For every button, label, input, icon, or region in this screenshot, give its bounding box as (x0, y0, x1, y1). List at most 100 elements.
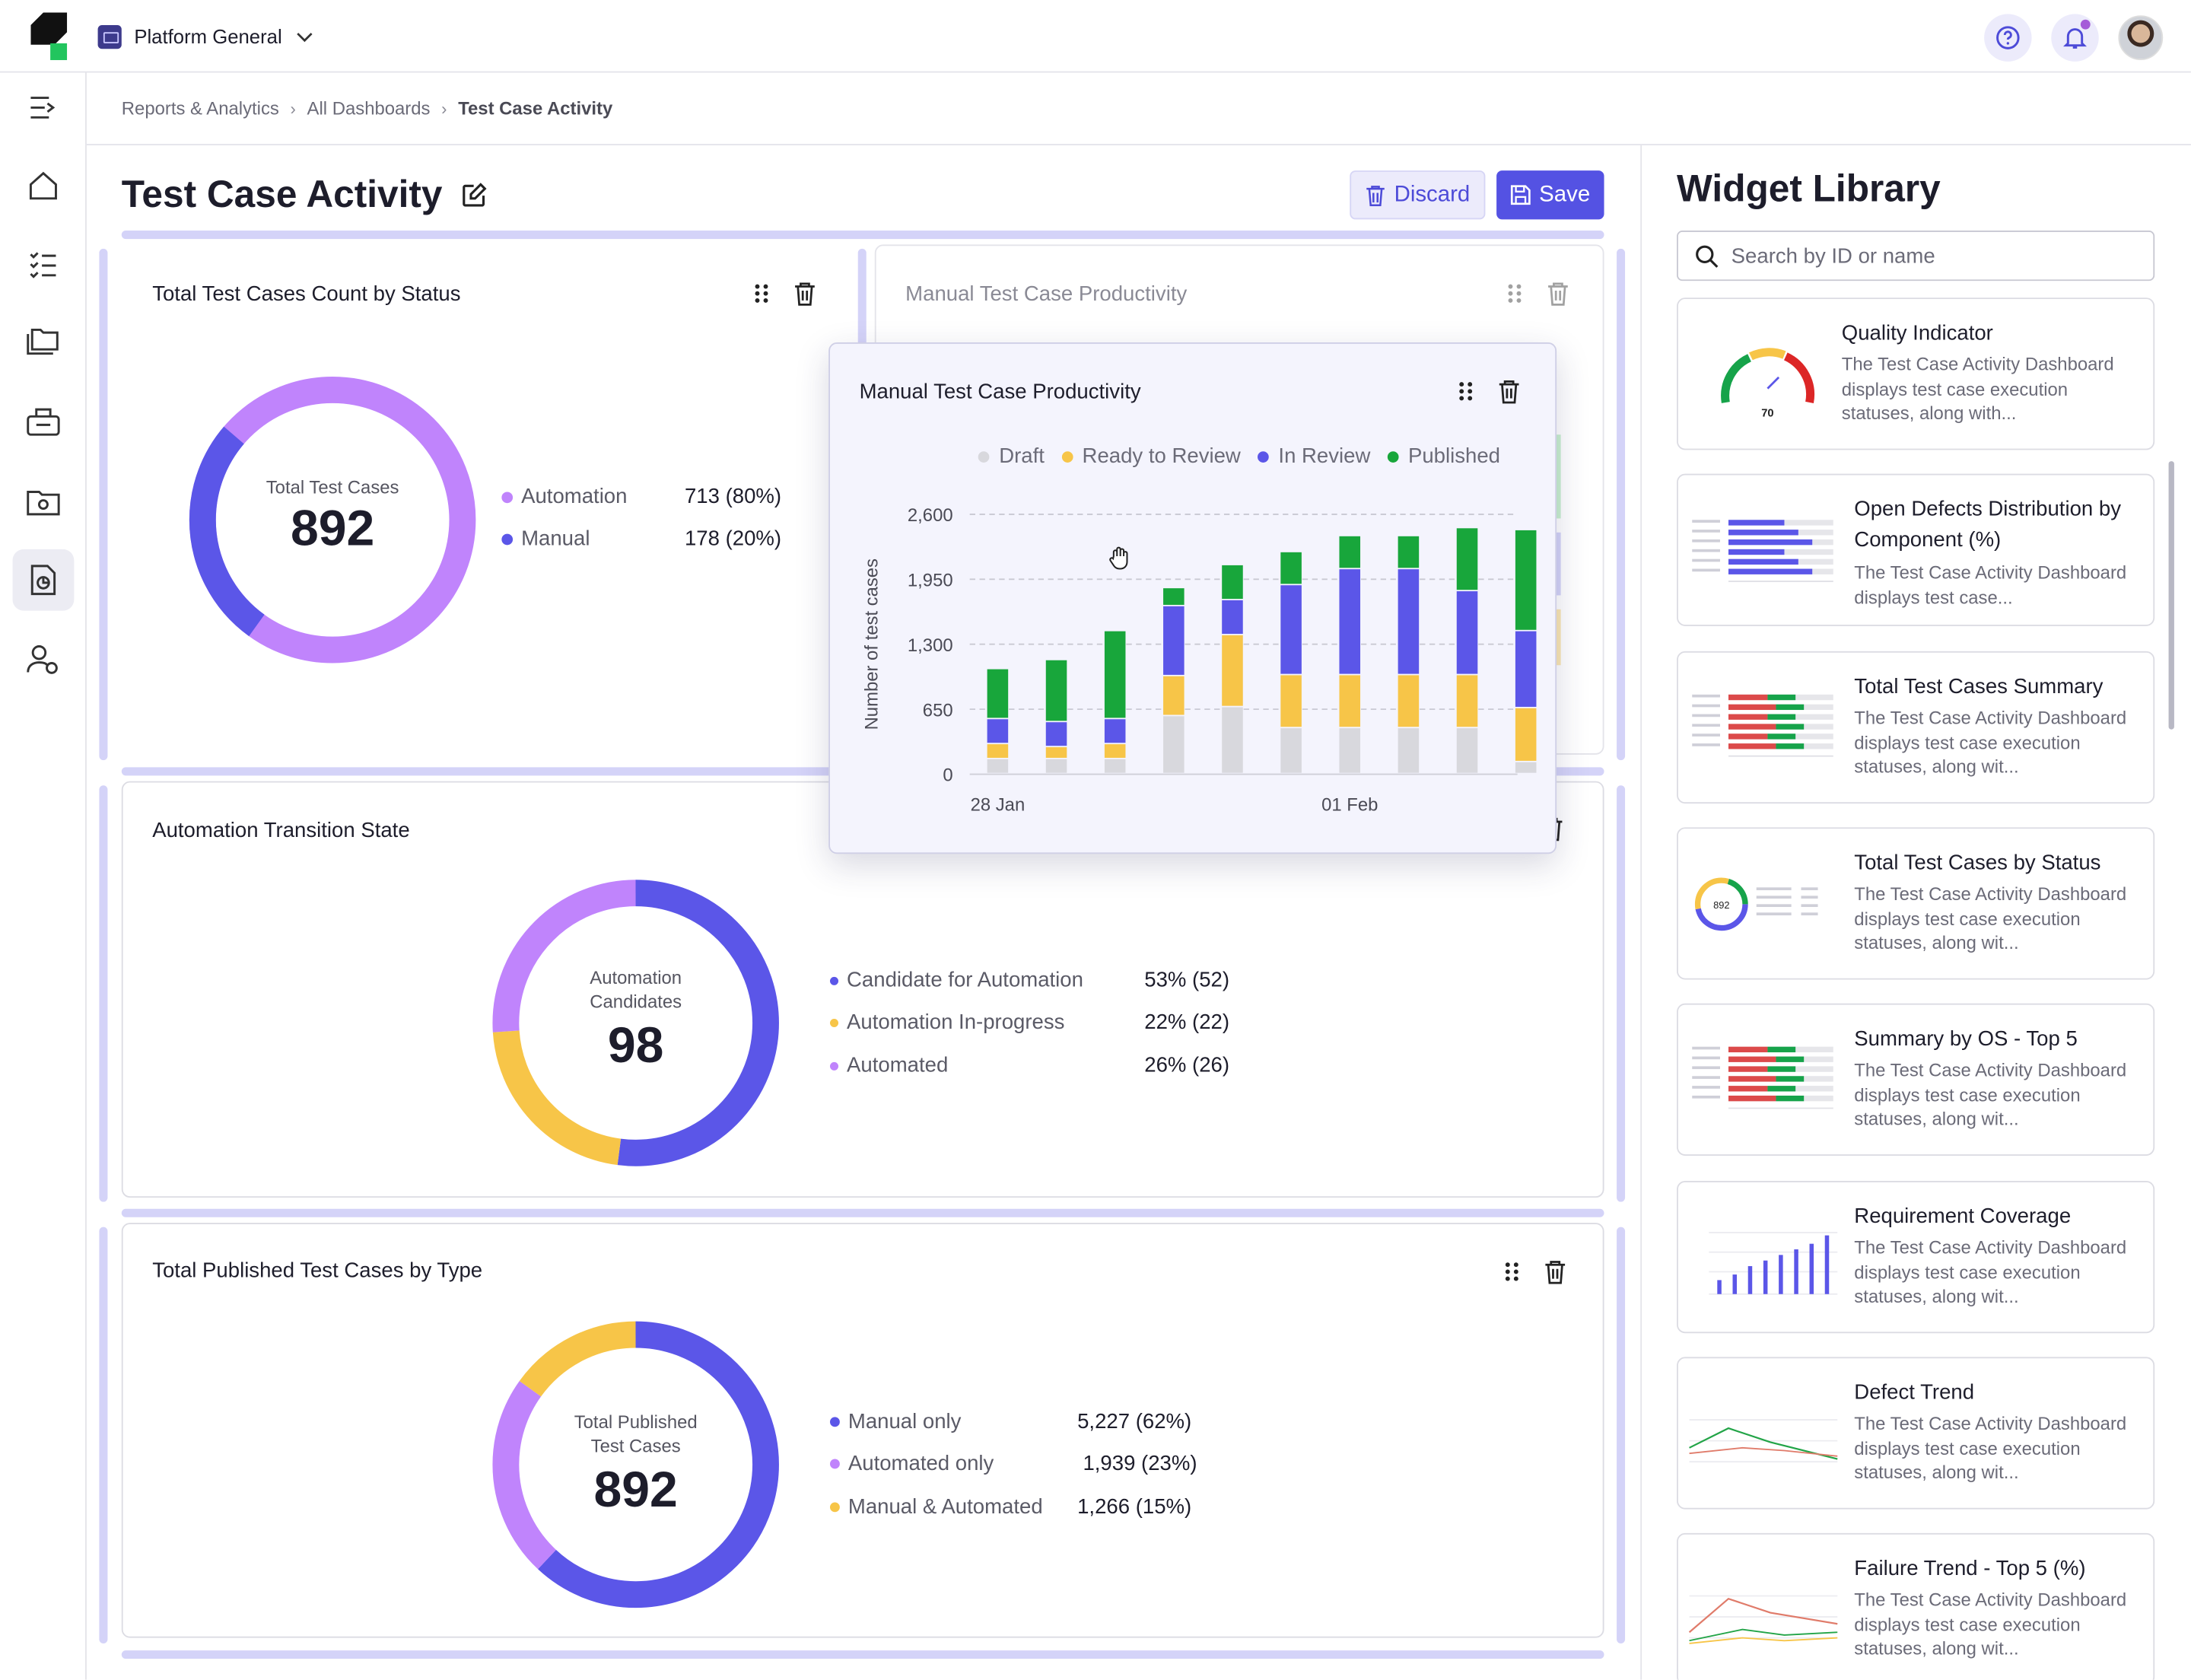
app-logo[interactable] (30, 12, 68, 60)
notifications-button[interactable] (2051, 14, 2099, 62)
bar-segment (1515, 530, 1537, 630)
nav-folders[interactable] (13, 312, 75, 374)
grab-cursor-icon (1109, 546, 1128, 570)
breadcrumb-reports[interactable]: Reports & Analytics (121, 97, 279, 119)
bar-segment (1456, 528, 1478, 590)
y-tick-label: 2,600 (908, 505, 953, 526)
drag-handle-icon (1508, 284, 1522, 303)
drag-handle-icon[interactable] (752, 281, 771, 306)
bar-segment (1104, 759, 1126, 773)
widget-description: The Test Case Activity Dashboard display… (1854, 707, 2127, 778)
ghost-bar (1555, 434, 1561, 519)
legend-dot (829, 1061, 839, 1070)
drag-handle-icon[interactable] (1456, 379, 1476, 404)
widget-library-item[interactable]: Defect Trend The Test Case Activity Dashb… (1677, 1357, 2155, 1510)
bar-segment (1104, 744, 1126, 758)
delete-icon[interactable] (1544, 1259, 1566, 1284)
breadcrumb-separator-icon: › (441, 98, 447, 119)
widget-description: The Test Case Activity Dashboard display… (1854, 1236, 2127, 1307)
bar-segment (1339, 569, 1361, 674)
menu-toggle-button[interactable] (13, 77, 75, 138)
help-button[interactable] (1984, 14, 2032, 62)
bar-segment (1398, 569, 1420, 674)
widget-thumbnail (1687, 1378, 1840, 1490)
workspace-switcher[interactable]: Platform General (97, 20, 314, 53)
widget-library-item[interactable]: 70 Quality Indicator The Test Case Activit… (1677, 298, 2155, 450)
bar-segment (1280, 585, 1302, 674)
bar-segment (1280, 728, 1302, 773)
widget-title: Open Defects Distribution by Component (… (1854, 497, 2121, 552)
drop-guide (99, 1227, 108, 1643)
legend-item: In Review (1257, 444, 1370, 468)
delete-icon[interactable] (1498, 379, 1520, 404)
widget-card-published[interactable]: Total Published Test Cases by Type Total… (121, 1223, 1604, 1638)
donut-center-value: 892 (593, 1460, 678, 1518)
reports-icon (30, 565, 56, 596)
legend-label: Automation In-progress (847, 1010, 1065, 1035)
legend-dot (829, 1502, 840, 1513)
widget-card-status[interactable]: Total Test Cases Count by Status Total T… (121, 244, 850, 761)
bar-segment (1280, 552, 1302, 584)
bar-segment (1045, 660, 1067, 721)
drag-handle-icon[interactable] (1502, 1259, 1522, 1284)
bar-segment (1280, 675, 1302, 727)
legend-dot (829, 1417, 840, 1427)
legend-label: Manual (521, 527, 590, 551)
widget-library-item[interactable]: 892 Total Test Cases by Status The Test Ca… (1677, 827, 2155, 980)
stacked-bar-chart: 0 650 1,300 1,950 2,600 Number of test cases 2… (861, 505, 1537, 815)
legend-item: Manual 178 (20%) (501, 527, 781, 551)
nav-test-cases[interactable] (13, 234, 75, 295)
widget-library-item[interactable]: Summary by OS - Top 5 The Test Case Activ… (1677, 1003, 2155, 1156)
drop-guide (99, 785, 108, 1202)
widget-title: Total Test Cases by Status (1854, 851, 2101, 875)
donut-center: Total Published Test Cases 892 (538, 1410, 733, 1519)
breadcrumb-separator-icon: › (290, 98, 296, 119)
donut-center: Total Test Cases 892 (235, 475, 431, 557)
bar-segment (1104, 719, 1126, 743)
legend-label: Manual & Automated (847, 1495, 1043, 1519)
edit-title-icon[interactable] (460, 182, 488, 210)
save-button[interactable]: Save (1496, 170, 1604, 220)
bar-segment (1398, 728, 1420, 773)
nav-home[interactable] (13, 155, 75, 217)
widget-description: The Test Case Activity Dashboard display… (1854, 1059, 2127, 1130)
home-icon (29, 171, 57, 200)
widget-library-item[interactable]: Requirement Coverage The Test Case Activi… (1677, 1181, 2155, 1334)
bar-segment (1222, 707, 1243, 773)
bar-segment (987, 759, 1009, 773)
widget-library-item[interactable]: Failure Trend - Top 5 (%) The Test Case A… (1677, 1532, 2155, 1680)
discard-button[interactable]: Discard (1350, 170, 1486, 220)
user-avatar[interactable] (2118, 15, 2164, 60)
library-scrollbar[interactable] (2168, 461, 2174, 730)
widget-search-input[interactable] (1731, 243, 2123, 268)
widget-description: The Test Case Activity Dashboard display… (1854, 883, 2127, 953)
bar-segment (1456, 591, 1478, 674)
donut-center-label: Test Cases (590, 1435, 681, 1456)
nav-reports[interactable] (12, 549, 75, 611)
legend-item: Manual only 5,227 (62%) (829, 1410, 1191, 1433)
legend-value: 22% (22) (1144, 1010, 1230, 1035)
delete-icon[interactable] (793, 281, 816, 306)
donut-chart-status (189, 376, 476, 663)
bar-segment (1515, 708, 1537, 761)
nav-test-runs[interactable] (13, 391, 75, 453)
y-axis-label: Number of test cases (861, 558, 882, 730)
widget-thumbnail (1687, 1202, 1840, 1314)
nav-configurations[interactable] (13, 471, 75, 533)
library-divider (1640, 145, 1642, 1680)
legend-item: Automated 26% (26) (829, 1054, 1229, 1077)
ghost-bar (1555, 609, 1561, 666)
nav-user-settings[interactable] (13, 629, 75, 691)
donut-center-value: 892 (290, 498, 375, 557)
breadcrumb-all-dashboards[interactable]: All Dashboards (307, 97, 431, 119)
legend-value: 178 (20%) (684, 527, 782, 551)
widget-library-title: Widget Library (1677, 167, 1941, 210)
widget-search[interactable] (1677, 231, 2155, 282)
widget-library-item[interactable]: Total Test Cases Summary The Test Case Ac… (1677, 651, 2155, 804)
widget-library-item[interactable]: Open Defects Distribution by Component (… (1677, 473, 2155, 626)
dragged-widget-productivity[interactable]: Manual Test Case Productivity Draft Read… (828, 342, 1557, 854)
legend-dot (829, 1459, 840, 1469)
bar-segment (1456, 728, 1478, 773)
breadcrumb-current: Test Case Activity (458, 97, 613, 119)
test-list-icon (30, 252, 56, 278)
